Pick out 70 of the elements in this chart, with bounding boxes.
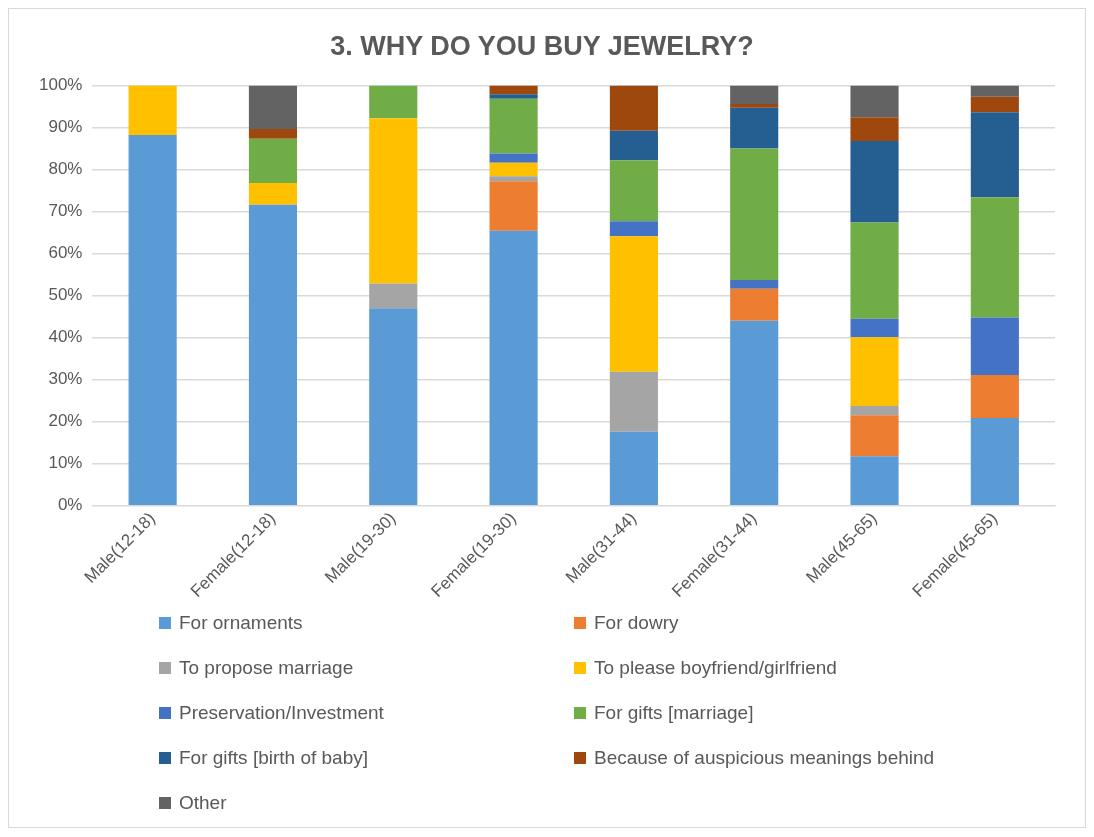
bar [730,85,779,104]
bar [970,317,1019,376]
bar [730,148,779,281]
y-tick-label: 100% [39,75,83,95]
bar [248,138,298,183]
bar [850,406,899,416]
legend-label: To please boyfriend/girlfriend [594,656,837,679]
bar [970,112,1019,198]
bar [730,103,779,108]
legend-label: Because of auspicious meanings behind [594,746,935,769]
bar [970,96,1019,113]
bar [609,221,658,237]
y-tick-label: 30% [48,369,83,389]
legend-label: For ornaments [179,611,303,634]
y-tick-label: 60% [48,243,83,263]
legend-label: For gifts [marriage] [594,701,754,724]
bar [970,197,1019,318]
bar [730,320,779,505]
bar [730,107,779,149]
bar [850,140,899,223]
bar [369,85,418,119]
bar [489,181,538,231]
bar [850,456,899,505]
y-tick-label: 90% [48,117,83,137]
bar [850,85,899,118]
bar [248,204,298,505]
legend-label: For gifts [birth of baby] [179,746,369,769]
legend-label: For dowry [594,611,679,634]
bar [850,117,899,141]
bar [609,431,658,505]
y-tick-label: 0% [57,495,83,515]
bar [128,85,177,135]
bar [369,283,418,309]
y-tick-label: 80% [48,159,83,179]
bar [489,98,538,154]
bar [850,415,899,457]
bar [489,153,538,163]
y-tick-label: 40% [48,327,83,347]
bar [369,118,418,284]
bar [248,182,298,205]
bar [970,85,1019,97]
bar [248,85,298,130]
bar [609,85,658,131]
bar [730,288,779,321]
bar [609,236,658,372]
y-tick-label: 50% [48,285,83,305]
legend-label: Preservation/Investment [179,701,384,724]
y-tick-label: 20% [48,411,83,431]
bar [850,318,899,338]
y-tick-label: 70% [48,201,83,221]
bar [489,162,538,177]
bar [489,94,538,99]
bar [489,230,538,505]
bar [730,280,779,289]
bar [369,308,418,505]
bar [609,371,658,432]
bar [489,176,538,182]
legend-label: Other [179,791,227,814]
bar [128,135,177,505]
y-tick-label: 10% [48,453,83,473]
legend-label: To propose marriage [179,656,354,679]
bar [609,130,658,161]
bar [970,375,1019,418]
bar [609,160,658,222]
chart-title: 3. WHY DO YOU BUY JEWELRY? [330,30,754,61]
bar [970,417,1019,505]
bar [489,85,538,95]
bar [248,129,298,139]
bar [850,222,899,319]
bar [850,337,899,407]
